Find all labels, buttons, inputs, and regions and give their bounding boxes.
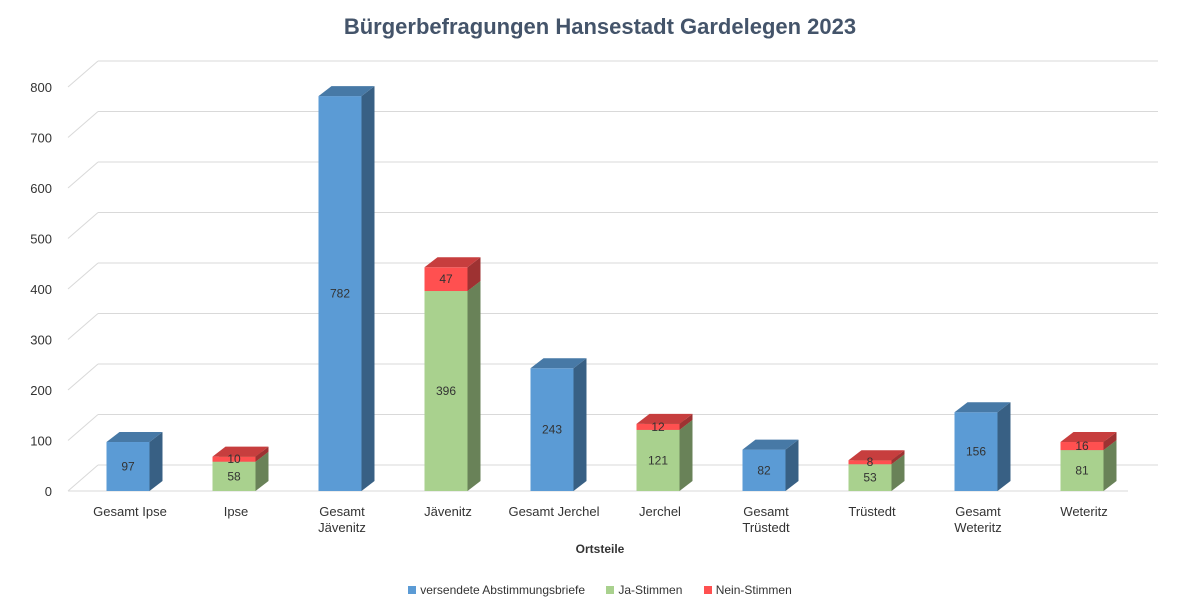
data-label: 16 — [1075, 439, 1089, 453]
legend-label-nein: Nein-Stimmen — [715, 583, 792, 597]
gridline-side — [67, 313, 99, 340]
bar-front — [212, 456, 256, 462]
gridline-side — [67, 60, 99, 88]
bar-side — [1103, 440, 1117, 491]
data-label: 782 — [330, 287, 350, 301]
bar-front — [424, 267, 468, 292]
bar-side — [679, 413, 693, 430]
y-tick-label: 400 — [30, 282, 52, 297]
legend-swatch-ja — [606, 585, 615, 594]
bar-top — [212, 446, 269, 457]
gridline-side — [67, 414, 99, 441]
bar-top — [742, 439, 799, 450]
x-tick-label: Gesamt Jerchel — [508, 504, 599, 519]
legend-label-ja: Ja-Stimmen — [618, 583, 683, 597]
gridline-side — [67, 262, 99, 290]
bar-side — [149, 432, 163, 491]
bar-front — [212, 461, 256, 491]
x-tick-label: Weteritz — [1060, 504, 1107, 519]
gridline-side — [67, 363, 99, 391]
bar-side — [1103, 432, 1117, 451]
bar-top — [848, 450, 905, 461]
data-label: 156 — [966, 445, 986, 459]
data-label: 243 — [542, 423, 562, 437]
bar-top — [424, 257, 481, 268]
y-tick-label: 300 — [30, 333, 52, 348]
y-tick-label: 200 — [30, 383, 52, 398]
x-tick-label: Gesamt Trüstedt — [742, 504, 790, 535]
x-tick-label: Gesamt Ipse — [93, 504, 167, 519]
data-label: 58 — [227, 469, 241, 483]
bar-front — [1060, 442, 1104, 451]
legend-item-ja: Ja-Stimmen — [606, 583, 682, 597]
bar-front — [106, 442, 150, 491]
data-label: 396 — [436, 384, 456, 398]
bar-top — [106, 432, 163, 443]
y-tick-label: 600 — [30, 181, 52, 196]
data-label: 12 — [651, 420, 665, 434]
bar-side — [785, 439, 799, 491]
bar-front — [1060, 450, 1104, 491]
legend-label-briefe: versendete Abstimmungsbriefe — [420, 583, 586, 597]
bar-front — [848, 464, 892, 491]
bar-side — [891, 450, 905, 465]
x-tick-label: Gesamt Jävenitz — [318, 504, 366, 535]
legend-item-nein: Nein-Stimmen — [703, 583, 792, 597]
bar-front — [742, 449, 786, 491]
x-tick-label: Ipse — [224, 504, 249, 519]
bar-side — [361, 86, 375, 491]
bar-front — [848, 460, 892, 465]
bar-top — [954, 402, 1011, 413]
y-tick-label: 700 — [30, 131, 52, 146]
bar-side — [891, 454, 905, 491]
gridline-side — [67, 161, 99, 189]
bar-front — [530, 368, 574, 491]
gridline-side — [67, 212, 99, 239]
y-tick-label: 500 — [30, 232, 52, 247]
bar-side — [255, 446, 269, 462]
x-tick-label: Jerchel — [639, 504, 681, 519]
chart-legend: versendete Abstimmungsbriefe Ja-Stimmen … — [0, 583, 1200, 597]
legend-item-briefe: versendete Abstimmungsbriefe — [408, 583, 585, 597]
bar-side — [997, 402, 1011, 491]
bar-front — [318, 96, 362, 491]
bar-front — [954, 412, 998, 491]
data-label: 47 — [439, 272, 453, 286]
y-tick-label: 800 — [30, 80, 52, 95]
gridline-side — [67, 111, 99, 138]
bar-front — [424, 291, 468, 491]
bar-top — [318, 86, 375, 97]
data-label: 10 — [227, 452, 241, 466]
bar-front — [636, 423, 680, 430]
chart-title: Bürgerbefragungen Hansestadt Gardelegen … — [343, 14, 857, 39]
legend-swatch-nein — [703, 585, 712, 594]
bar-side — [679, 419, 693, 491]
bar-top — [1060, 432, 1117, 443]
data-label: 97 — [121, 460, 135, 474]
x-tick-label: Gesamt Weteritz — [954, 504, 1001, 535]
data-label: 81 — [1075, 464, 1089, 478]
bar-top — [636, 413, 693, 424]
bar-front — [636, 429, 680, 491]
data-label: 53 — [863, 471, 877, 485]
bar-side — [467, 257, 481, 292]
bar-side — [573, 358, 587, 491]
y-tick-label: 100 — [30, 434, 52, 449]
data-label: 8 — [867, 455, 874, 469]
x-tick-label: Jävenitz — [424, 504, 472, 519]
bar-side — [255, 451, 269, 491]
bar-side — [467, 281, 481, 491]
bar-top — [530, 358, 587, 369]
x-tick-label: Trüstedt — [848, 504, 896, 519]
y-tick-label: 0 — [45, 484, 52, 499]
legend-swatch-briefe — [408, 585, 417, 594]
data-label: 82 — [757, 463, 771, 477]
data-label: 121 — [648, 453, 668, 467]
x-axis-title: Ortsteile — [576, 542, 625, 556]
gridline-side — [67, 464, 99, 492]
